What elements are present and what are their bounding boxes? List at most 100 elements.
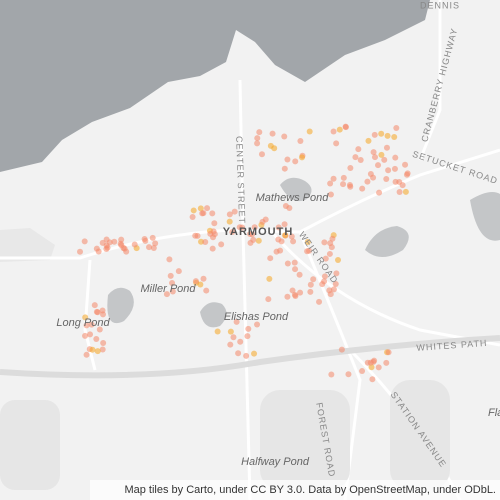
point xyxy=(226,211,233,218)
point xyxy=(391,133,398,140)
point xyxy=(292,293,299,300)
road xyxy=(298,231,362,500)
point xyxy=(99,346,106,353)
point xyxy=(267,255,274,262)
point xyxy=(328,244,335,251)
point xyxy=(291,259,298,266)
point xyxy=(365,137,372,144)
point xyxy=(118,236,125,243)
point xyxy=(93,335,100,342)
point xyxy=(375,364,382,371)
point xyxy=(364,178,371,185)
point xyxy=(167,272,174,279)
point xyxy=(326,287,333,294)
point xyxy=(299,154,306,161)
point xyxy=(88,321,95,328)
point xyxy=(393,124,400,131)
point xyxy=(281,221,288,228)
point xyxy=(258,151,265,158)
place-label: Long Pond xyxy=(56,317,110,329)
point xyxy=(327,180,334,187)
point xyxy=(87,331,94,338)
point xyxy=(235,350,242,357)
point xyxy=(284,293,291,300)
point xyxy=(231,208,238,215)
point xyxy=(357,156,364,163)
point xyxy=(281,133,288,140)
point xyxy=(347,183,354,190)
town-label: YARMOUTH xyxy=(223,226,294,238)
point xyxy=(404,170,411,177)
road xyxy=(83,259,97,371)
point xyxy=(332,280,339,287)
point xyxy=(271,145,278,152)
place-label: Elishas Pond xyxy=(224,311,289,323)
point xyxy=(329,235,336,242)
point xyxy=(281,165,288,172)
point xyxy=(321,273,328,280)
blocks xyxy=(0,380,450,490)
point xyxy=(383,359,390,366)
point xyxy=(296,271,303,278)
point xyxy=(297,289,304,296)
point xyxy=(94,348,101,355)
point xyxy=(316,298,323,305)
point xyxy=(278,238,285,245)
point xyxy=(352,154,359,161)
point xyxy=(229,228,236,235)
point xyxy=(247,239,254,246)
point xyxy=(381,156,388,163)
point xyxy=(340,174,347,181)
point xyxy=(355,146,362,153)
point xyxy=(284,156,291,163)
point xyxy=(396,188,403,195)
point xyxy=(304,239,311,246)
point xyxy=(347,164,354,171)
point xyxy=(288,233,295,240)
place-label: Fla xyxy=(488,407,500,419)
attribution[interactable]: Map tiles by Carto, under CC BY 3.0. Dat… xyxy=(124,484,496,496)
point xyxy=(190,207,197,214)
point xyxy=(91,302,98,309)
pond xyxy=(200,302,227,328)
point xyxy=(237,338,244,345)
point xyxy=(383,176,390,183)
road xyxy=(418,0,442,161)
point xyxy=(175,268,182,275)
road xyxy=(268,229,500,347)
point xyxy=(150,245,157,252)
point xyxy=(233,318,240,325)
point xyxy=(166,256,173,263)
road-label: WHITES PATH xyxy=(416,338,488,353)
point xyxy=(194,232,201,239)
point xyxy=(83,322,90,329)
point xyxy=(169,280,176,287)
point xyxy=(396,178,403,185)
pond xyxy=(280,177,312,202)
point xyxy=(289,287,296,294)
point xyxy=(163,291,170,298)
point xyxy=(204,205,211,212)
point xyxy=(292,158,299,165)
point xyxy=(77,248,84,255)
point xyxy=(197,281,204,288)
point xyxy=(255,237,262,244)
point xyxy=(202,239,209,246)
point xyxy=(81,238,88,245)
point xyxy=(210,234,217,241)
point xyxy=(326,250,333,257)
point xyxy=(319,281,326,288)
point xyxy=(370,149,377,156)
point xyxy=(335,257,342,264)
point xyxy=(149,234,156,241)
point xyxy=(82,314,89,321)
point xyxy=(378,151,385,158)
point xyxy=(118,242,125,249)
point xyxy=(321,239,328,246)
point xyxy=(292,266,299,273)
point xyxy=(297,137,304,144)
point xyxy=(262,216,269,223)
point xyxy=(197,205,204,212)
place-label: DENNIS xyxy=(420,0,460,10)
